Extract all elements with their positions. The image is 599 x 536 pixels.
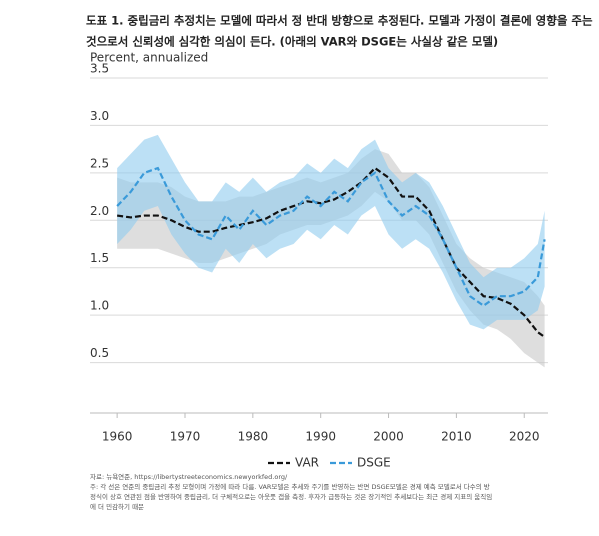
y-tick-label: 3.5 bbox=[90, 62, 109, 76]
series-line bbox=[116, 166, 546, 338]
x-tick-label: 1990 bbox=[305, 430, 336, 444]
series-line bbox=[116, 166, 546, 307]
x-tick-label: 1960 bbox=[102, 430, 133, 444]
legend-label: VAR bbox=[295, 456, 319, 470]
y-tick-label: 0.5 bbox=[90, 346, 109, 360]
x-tick-label: 2020 bbox=[509, 430, 540, 444]
x-tick-label: 1970 bbox=[170, 430, 201, 444]
y-axis-label: Percent, annualized bbox=[90, 51, 208, 65]
y-tick-label: 2.0 bbox=[90, 204, 109, 218]
title-line: 도표 1. 중립금리 추정치는 모델에 따라서 정 반대 방향으로 추정된다. … bbox=[86, 14, 593, 28]
note-line: 정식이 상호 연관된 점을 반영하여 중립금리, 더 구체적으로는 아웃풋 갭을… bbox=[90, 492, 492, 501]
note-line: 주: 각 선은 연준의 중립금리 추정 모형이며 가정에 따라 다름. VAR모… bbox=[90, 482, 490, 491]
x-tick-label: 2010 bbox=[441, 430, 472, 444]
title-line: 것으로서 신뢰성에 심각한 의심이 든다. (아래의 VAR와 DSGE는 사실… bbox=[86, 35, 498, 49]
legend-label: DSGE bbox=[357, 456, 391, 470]
y-tick-label: 1.0 bbox=[90, 299, 109, 313]
y-tick-label: 2.5 bbox=[90, 156, 109, 170]
x-tick-label: 2000 bbox=[373, 430, 404, 444]
source: 자료: 뉴욕연준, https://libertystreeteconomics… bbox=[90, 472, 288, 481]
y-tick-label: 3.0 bbox=[90, 109, 109, 123]
y-tick-label: 1.5 bbox=[90, 251, 109, 265]
note-line: 에 더 민감하기 때문 bbox=[90, 502, 144, 511]
confidence-band bbox=[117, 134, 545, 330]
x-tick-label: 1980 bbox=[238, 430, 269, 444]
